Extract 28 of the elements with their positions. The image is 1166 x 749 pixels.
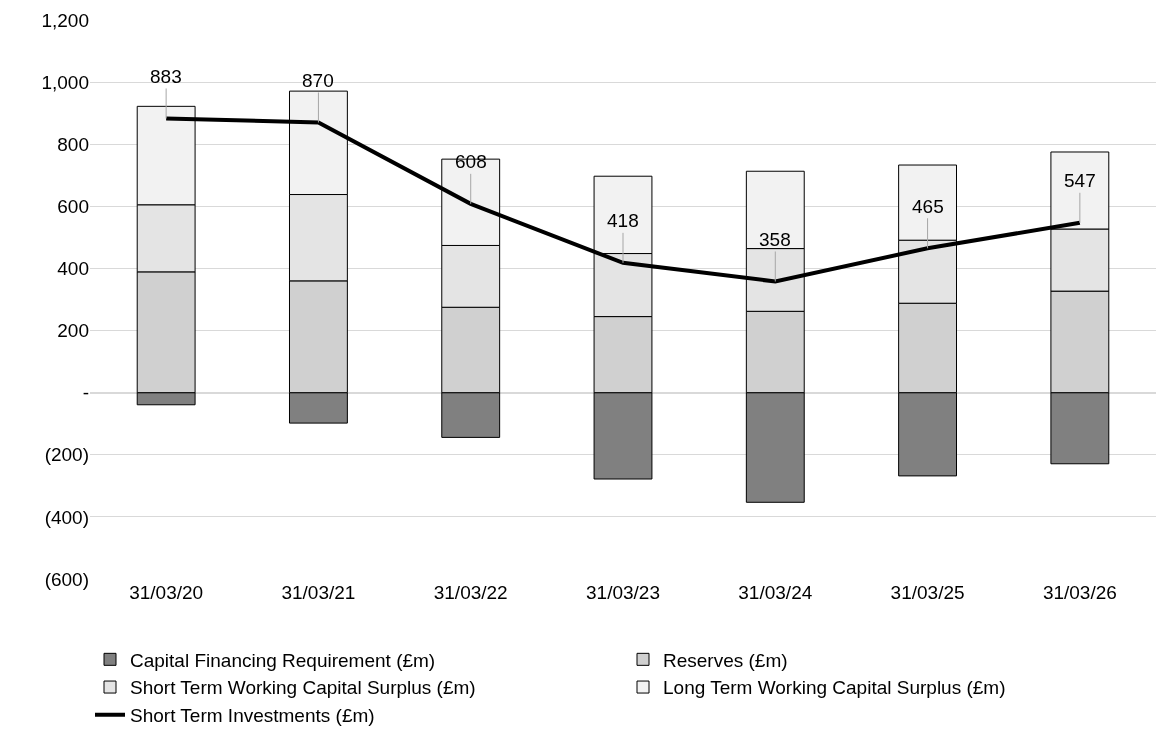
y-tick-label: 400: [57, 258, 89, 280]
legend-label: Reserves (£m): [663, 649, 788, 671]
legend-label: Capital Financing Requirement (£m): [130, 649, 436, 671]
y-tick-label: (400): [44, 506, 89, 528]
data-label: 870: [302, 70, 334, 91]
x-tick-label: 31/03/25: [890, 582, 965, 603]
x-tick-label: 31/03/26: [1042, 582, 1117, 603]
x-tick-label: 31/03/23: [586, 582, 660, 603]
data-label: 418: [607, 210, 639, 231]
y-tick-label: (600): [44, 568, 89, 590]
x-tick-label: 31/03/20: [129, 582, 204, 603]
data-label: 465: [912, 196, 944, 217]
legend-label: Short Term Working Capital Surplus (£m): [130, 677, 476, 699]
data-label: 547: [1064, 170, 1096, 191]
data-label: 883: [150, 66, 182, 87]
data-label: 358: [759, 229, 791, 250]
y-tick-label: 800: [57, 133, 89, 155]
legend-label: Short Term Investments (£m): [130, 705, 375, 727]
y-tick-label: 1,200: [41, 9, 89, 31]
y-tick-label: -: [82, 382, 89, 404]
y-tick-label: 600: [57, 195, 89, 217]
y-tick-label: (200): [44, 444, 89, 466]
y-tick-label: 1,000: [41, 71, 89, 93]
x-tick-label: 31/03/22: [433, 582, 508, 603]
legend-label: Long Term Working Capital Surplus (£m): [663, 677, 1006, 699]
x-tick-label: 31/03/24: [738, 582, 813, 603]
x-tick-label: 31/03/21: [281, 582, 356, 603]
y-tick-label: 200: [57, 320, 89, 342]
